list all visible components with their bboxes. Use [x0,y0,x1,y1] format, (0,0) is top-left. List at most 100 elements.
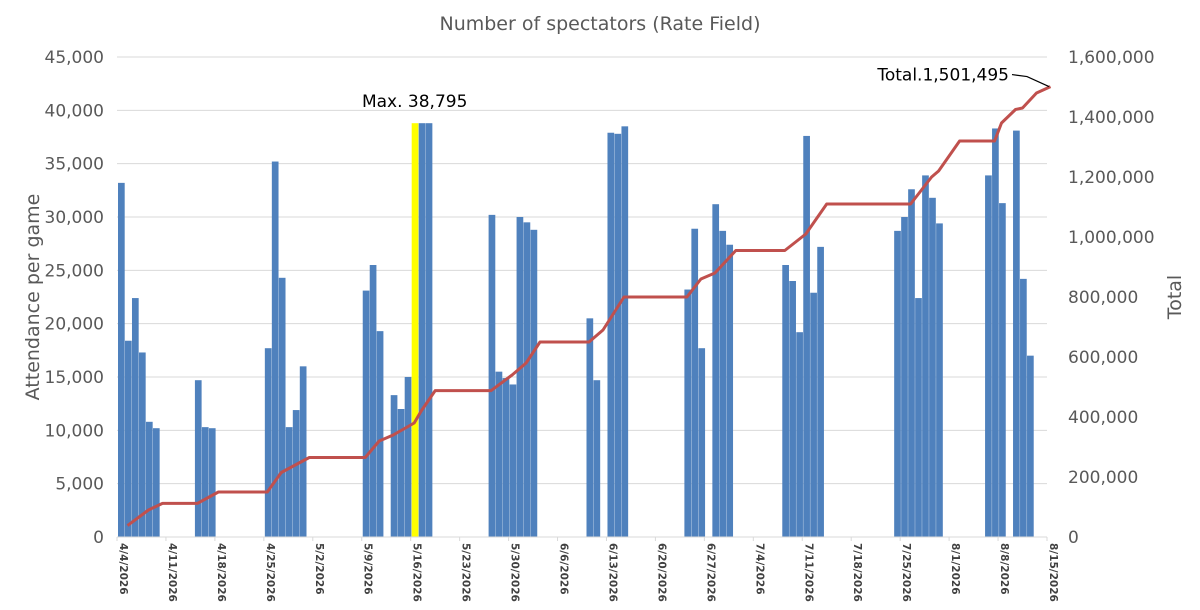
bar [376,331,384,537]
y-axis-title: Attendance per game [22,194,44,401]
bar [495,371,503,537]
x-tick-label: 4/18/2026 [215,543,227,602]
y-tick-label: 30,000 [45,208,104,228]
x-tick-label: 5/23/2026 [460,543,472,602]
bar [509,384,517,537]
y-tick-label: 40,000 [45,101,104,121]
bar [789,281,796,537]
bar [397,409,405,537]
x-tick-label: 7/25/2026 [900,543,912,602]
bar [894,230,901,537]
bar [621,126,629,537]
left-axis: 0 5,000 10,000 15,000 20,000 25,000 30,000 35,0… [45,48,104,548]
y-tick-label: 25,000 [45,261,104,281]
bar [292,410,300,537]
y2-tick-label: 0 [1068,528,1079,548]
x-tick-label: 5/30/2026 [509,543,521,602]
y-tick-label: 35,000 [45,155,104,175]
y2-tick-label: 1,000,000 [1068,228,1155,248]
bar [502,378,510,537]
bar [124,340,132,537]
x-tick-label: 8/15/2026 [1047,543,1059,602]
x-tick-label: 6/6/2026 [558,543,570,595]
bar [488,214,496,537]
bar [719,230,727,537]
bar [425,123,433,537]
y2-tick-label: 800,000 [1068,288,1138,308]
bar [817,246,824,537]
bar [271,161,279,538]
bar [915,298,922,537]
y2-tick-label: 400,000 [1068,408,1138,428]
bar [726,244,734,537]
max-annotation: Max. 38,795 [362,92,467,112]
bar [278,277,286,537]
x-tick-label: 4/11/2026 [166,543,178,602]
bar [208,428,216,537]
total-line-series [126,85,1052,527]
x-tick-label: 8/1/2026 [949,543,961,595]
bar [152,428,160,537]
bar [810,292,817,537]
x-tick-label: 4/25/2026 [264,543,276,602]
y2-tick-label: 1,400,000 [1068,108,1155,128]
x-tick-label: 7/11/2026 [802,543,814,602]
x-tick-label: 6/13/2026 [606,543,618,602]
bar-series [118,123,1034,538]
bar [985,175,992,537]
y-tick-label: 0 [93,528,104,548]
total-annotation: Total.1,501,495 [876,66,1009,86]
bar [607,132,615,537]
bar [145,421,153,537]
bar [586,318,594,537]
bar [712,204,720,537]
y-tick-label: 15,000 [45,368,104,388]
bar [530,229,538,538]
x-tick-label: 7/18/2026 [851,543,863,602]
bar [992,128,999,537]
bar [201,427,209,537]
bar [1027,355,1034,537]
bar [782,265,789,537]
x-tick-label: 5/16/2026 [411,543,423,602]
bar [803,135,810,537]
y-tick-label: 10,000 [45,421,104,441]
y-tick-label: 5,000 [55,475,104,495]
x-tick-label: 6/20/2026 [655,543,667,602]
y-tick-label: 45,000 [45,48,104,68]
y2-tick-label: 1,200,000 [1068,168,1155,188]
bar [118,182,125,537]
total-line [126,85,1052,527]
bar [362,290,370,537]
bar [691,228,699,537]
bar [796,332,803,537]
bar [516,217,524,537]
bar [908,189,915,537]
bar [523,222,531,538]
bar [369,265,377,537]
bar [131,298,139,537]
y2-tick-label: 1,600,000 [1068,48,1155,68]
bar [929,197,936,538]
bar [936,223,943,537]
right-axis: 0 200,000 400,000 600,000 800,000 1,000,000 1,… [1068,48,1155,548]
chart-title: Number of spectators (Rate Field) [439,13,760,35]
bar [390,395,398,537]
bar [999,203,1006,537]
y2-tick-label: 600,000 [1068,348,1138,368]
bar [1013,130,1020,537]
bar [285,427,293,537]
total-annotation-leader [1011,73,1050,88]
bar [684,289,692,537]
bar [194,380,202,537]
bar [593,380,601,537]
bar [264,348,272,537]
bar [138,352,146,537]
x-tick-label: 8/8/2026 [998,543,1010,595]
max-bar [411,123,419,537]
y2-tick-label: 200,000 [1068,468,1138,488]
annotations: Max. 38,795 Total.1,501,495 [362,66,1050,112]
bar [404,377,412,537]
x-tick-label: 4/4/2026 [117,543,129,595]
